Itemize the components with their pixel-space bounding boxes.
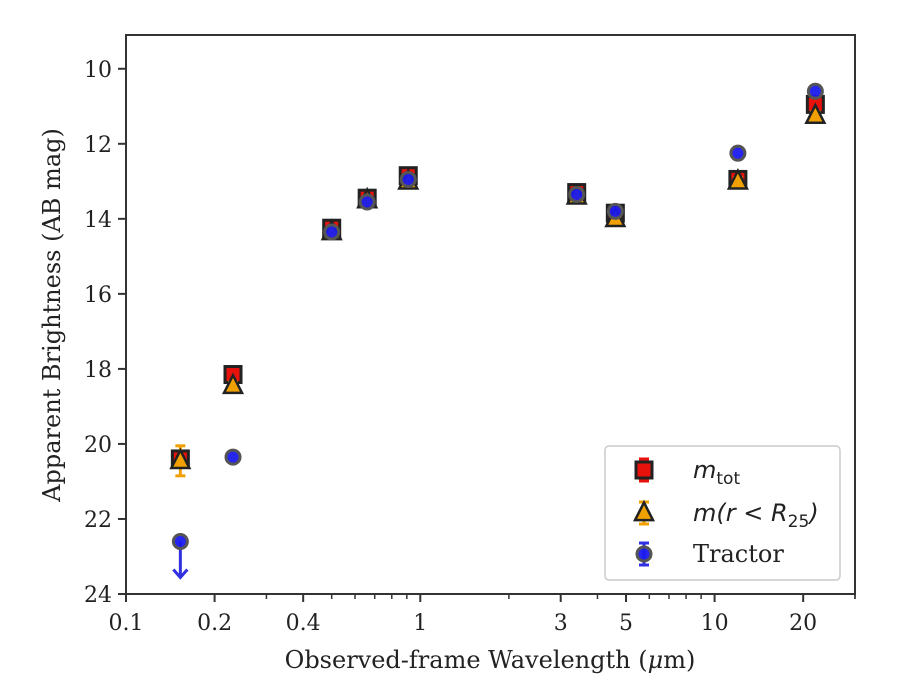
legend-marker-mr25 — [632, 499, 656, 526]
point-mr25-0 — [169, 447, 192, 470]
x-tick-label-4: 3 — [554, 611, 568, 636]
x-tick-label-2: 0.4 — [286, 611, 321, 636]
x-tick-label-6: 10 — [701, 611, 729, 636]
y-tick-label-3: 16 — [84, 283, 112, 308]
y-tick-label-7: 24 — [84, 583, 112, 608]
y-tick-label-5: 20 — [84, 433, 112, 458]
x-tick-label-3: 1 — [413, 611, 427, 636]
x-axis-label: Observed-frame Wavelength (μm) — [285, 646, 696, 674]
y-tick-label-0: 10 — [84, 58, 112, 83]
legend-box — [604, 445, 841, 581]
series-tractor — [171, 82, 824, 580]
x-tick-label-0: 0.1 — [109, 611, 144, 636]
plot-frame — [125, 34, 856, 595]
point-tractor-0 — [171, 532, 189, 550]
point-tractor-7 — [729, 144, 747, 162]
upper-limit-arrowhead — [172, 568, 189, 580]
y-axis-label: Apparent Brightness (AB mag) — [38, 128, 66, 503]
legend: mtot m(r < R25) Tractor — [604, 445, 841, 581]
x-tick-label-5: 5 — [619, 611, 633, 636]
point-mr25-1 — [221, 372, 245, 395]
point-tractor-5 — [568, 185, 586, 203]
axes: 0.1 0.2 0.4 1 3 5 10 20 10 12 14 16 18 20 22 24 — [84, 34, 856, 636]
legend-marker-mtot — [634, 457, 654, 483]
point-tractor-3 — [358, 193, 376, 211]
x-tick-label-1: 0.2 — [197, 611, 232, 636]
legend-marker-tractor — [635, 541, 653, 567]
legend-label-mtot: mtot — [693, 456, 740, 489]
point-tractor-8 — [806, 82, 824, 100]
legend-label-mr25: m(r < R25) — [693, 499, 819, 532]
y-tick-label-1: 12 — [84, 133, 112, 158]
y-tick-label-6: 22 — [84, 508, 112, 533]
point-tractor-6 — [606, 202, 624, 220]
x-tick-label-7: 20 — [789, 611, 817, 636]
legend-label-tractor: Tractor — [693, 540, 784, 568]
point-tractor-2 — [323, 223, 341, 241]
point-mr25-7 — [726, 168, 749, 190]
point-tractor-4 — [399, 170, 417, 188]
y-tick-label-4: 18 — [84, 358, 112, 383]
data-markers — [169, 82, 827, 580]
y-tick-label-2: 14 — [84, 208, 112, 233]
point-mr25-8 — [804, 102, 827, 125]
point-tractor-1 — [224, 448, 242, 466]
